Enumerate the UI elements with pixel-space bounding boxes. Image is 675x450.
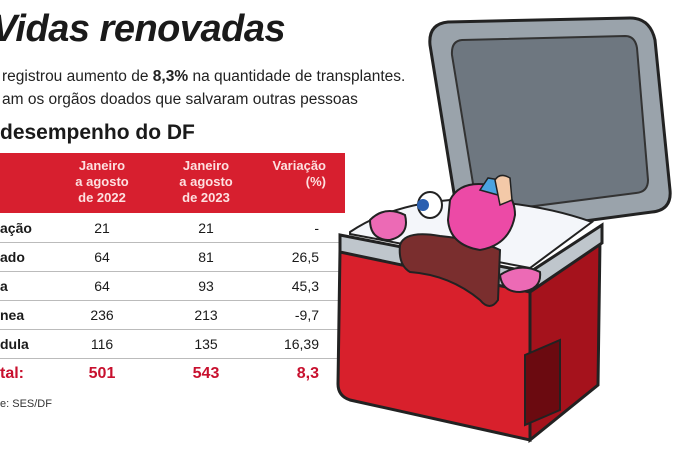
cell-v2022: 501: [88, 365, 116, 382]
cell-v2022: 116: [90, 336, 114, 352]
subtitle-text: registrou aumento de: [2, 68, 153, 85]
subtitle-line-2: am os orgãos doados que salvaram outras …: [2, 91, 358, 108]
header-line: Janeiro: [78, 158, 126, 173]
cell-label: tal:: [0, 365, 24, 382]
section-title: desempenho do DF: [0, 121, 195, 144]
header-2022: Janeiro a agosto de 2022: [66, 158, 138, 206]
cell-var: 26,5: [291, 249, 319, 265]
cell-v2022: 236: [90, 307, 114, 323]
cell-v2023: 93: [198, 278, 214, 294]
cell-var: -: [314, 220, 319, 236]
subtitle-text: na quantidade de transplantes.: [188, 68, 406, 85]
table-row: ado 64 81 26,5: [0, 243, 345, 272]
cell-label: nea: [0, 307, 25, 323]
table-row: ação 21 21 -: [0, 214, 345, 243]
header-variation: Variação (%): [258, 158, 327, 190]
organs: [368, 174, 542, 307]
cell-v2023: 135: [194, 336, 218, 352]
table-header: Janeiro a agosto de 2022 Janeiro a agost…: [0, 153, 345, 213]
cell-v2022: 64: [94, 249, 110, 265]
table-row: dula 116 135 16,39: [0, 330, 345, 359]
cell-v2023: 21: [198, 220, 214, 236]
header-line: de 2022: [78, 190, 126, 205]
cell-v2023: 213: [194, 307, 218, 323]
cell-label: ado: [0, 249, 25, 265]
header-line: Variação: [272, 158, 327, 173]
cell-var: -9,7: [294, 307, 319, 323]
header-line: de 2023: [182, 190, 230, 205]
subtitle-highlight: 8,3%: [152, 68, 189, 85]
cell-v2023: 81: [198, 249, 214, 265]
source-note: e: SES/DF: [0, 398, 52, 410]
table-row: a 64 93 45,3: [0, 272, 345, 301]
cell-var: 16,39: [283, 336, 319, 352]
header-line: Janeiro: [182, 158, 230, 173]
cell-v2022: 21: [94, 220, 110, 236]
table-row: nea 236 213 -9,7: [0, 301, 345, 330]
header-2023: Janeiro a agosto de 2023: [170, 158, 242, 206]
cell-var: 8,3: [296, 365, 319, 382]
cell-label: a: [0, 278, 8, 294]
table-total-row: tal: 501 543 8,3: [0, 359, 345, 387]
header-line: a agosto: [75, 174, 129, 189]
cell-label: dula: [0, 336, 29, 352]
cell-label: ação: [0, 220, 32, 236]
subtitle-line-1: registrou aumento de 8,3% na quantidade …: [2, 68, 405, 86]
cell-v2023: 543: [192, 365, 220, 382]
cell-v2022: 64: [94, 278, 110, 294]
header-line: a agosto: [179, 174, 233, 189]
header-line: (%): [305, 174, 326, 189]
cell-var: 45,3: [291, 278, 319, 294]
cooler-illustration: [336, 16, 672, 444]
page-title: Vidas renovadas: [0, 8, 286, 50]
